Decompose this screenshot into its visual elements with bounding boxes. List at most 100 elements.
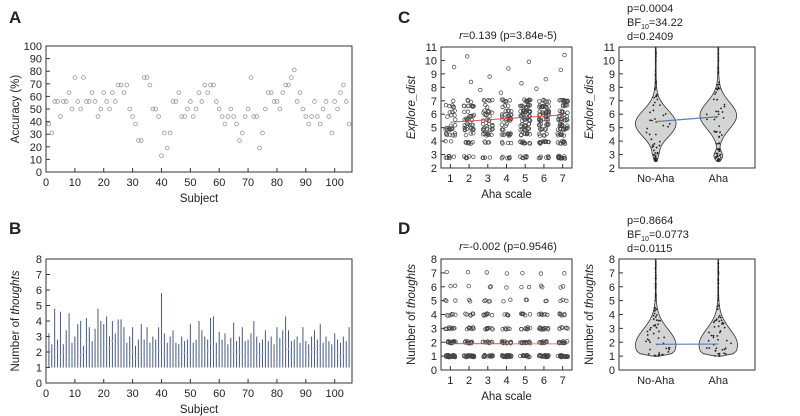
d2-dot xyxy=(717,272,720,275)
c-point xyxy=(525,131,530,136)
c-point xyxy=(518,114,524,119)
d2-dot xyxy=(730,342,732,345)
c-point xyxy=(563,98,568,103)
d2-dot xyxy=(710,334,713,337)
c-point xyxy=(544,122,549,127)
a-point xyxy=(170,99,176,104)
c-point xyxy=(520,103,525,108)
c2-dot xyxy=(654,73,657,76)
a-point xyxy=(89,90,95,95)
a-point xyxy=(69,106,75,112)
d-point xyxy=(453,298,458,303)
a-point xyxy=(81,75,86,80)
c-y-axis-label: Explore_dist xyxy=(406,75,418,139)
d2-dot xyxy=(708,347,711,349)
d-correlation-title: r=-0.002 (p=0.9546) xyxy=(459,241,557,253)
d-point xyxy=(451,326,456,331)
d-title-value: =-0.002 (p=0.9546) xyxy=(463,241,557,253)
c-point xyxy=(499,122,504,127)
d-point xyxy=(488,353,494,358)
d2-dot xyxy=(654,265,657,268)
d-point xyxy=(466,297,472,303)
d2-dot xyxy=(649,341,652,344)
b-xtick-label: 30 xyxy=(126,388,138,400)
c2-ytick-label: 10 xyxy=(603,55,615,67)
c2-dot xyxy=(656,151,659,154)
c-ytick-label: 8 xyxy=(431,82,437,94)
c-point xyxy=(499,132,504,137)
a-xtick-label: 30 xyxy=(126,177,138,189)
d-point xyxy=(560,297,565,302)
d-point xyxy=(487,284,493,290)
d-ytick-label: 7 xyxy=(431,268,437,280)
c-point xyxy=(541,97,546,102)
a-point xyxy=(280,90,286,95)
c-point xyxy=(452,108,457,113)
b-ytick-label: 8 xyxy=(36,254,42,266)
c2-bf-subscript: 10 xyxy=(641,24,649,31)
a-point xyxy=(66,90,72,95)
a-point xyxy=(329,130,335,136)
d2-dot xyxy=(717,316,720,319)
a-point xyxy=(121,90,127,95)
c2-dot xyxy=(656,98,659,101)
a-y-axis-label: Accuracy (%) xyxy=(10,75,22,144)
d-ytick-label: 0 xyxy=(431,365,437,377)
c-point xyxy=(451,98,456,103)
a-point xyxy=(312,99,317,104)
c-point xyxy=(560,104,566,109)
c-point xyxy=(462,109,467,115)
c-point xyxy=(451,65,457,70)
a-point xyxy=(286,82,291,88)
d2-dot xyxy=(654,294,657,297)
c-point xyxy=(447,126,452,132)
c-point xyxy=(502,103,508,108)
b-xtick-label: 60 xyxy=(213,388,225,400)
c-point xyxy=(521,116,527,121)
d-point xyxy=(525,326,530,332)
c2-bf-label: BF xyxy=(627,17,641,29)
c-point xyxy=(462,103,467,109)
c-point xyxy=(557,154,562,160)
a-ytick-label: 0 xyxy=(36,167,42,179)
d-point xyxy=(470,325,475,330)
c2-dot xyxy=(723,103,726,106)
c-point xyxy=(562,118,568,123)
d2-dot xyxy=(654,285,657,288)
d2-dot xyxy=(717,299,720,302)
d2-dot xyxy=(658,352,661,354)
c-point xyxy=(561,140,566,145)
d2-dot xyxy=(649,328,651,331)
d2-dot xyxy=(652,318,655,320)
a-point xyxy=(193,106,199,112)
c-ytick-label: 4 xyxy=(431,136,437,148)
a-point xyxy=(188,99,193,104)
c2-dot xyxy=(655,157,658,160)
c2-dot xyxy=(655,159,658,162)
c-point xyxy=(527,118,532,123)
c2-dot xyxy=(721,111,724,113)
c2-dot xyxy=(654,51,657,54)
d2-category-label-0: No-Aha xyxy=(637,375,675,387)
c-point xyxy=(465,109,471,114)
c-point xyxy=(518,154,523,159)
c-point xyxy=(544,109,549,115)
c-ytick-label: 5 xyxy=(431,123,437,135)
c-point xyxy=(490,97,495,103)
panel-label-c: C xyxy=(398,8,410,27)
d-point xyxy=(488,284,493,289)
c2-dot xyxy=(645,131,648,134)
d2-dot xyxy=(725,339,728,342)
d-xtick-label: 2 xyxy=(466,375,472,387)
a-xtick-label: 50 xyxy=(184,177,196,189)
a-point xyxy=(320,106,326,112)
a-point xyxy=(162,130,167,136)
a-point xyxy=(72,75,78,80)
b-ytick-label: 3 xyxy=(36,332,42,344)
c-point xyxy=(525,99,530,105)
c-point xyxy=(505,103,511,108)
a-point xyxy=(234,121,239,127)
c-point xyxy=(527,140,532,146)
c-point xyxy=(546,139,551,145)
a-point xyxy=(185,106,190,112)
